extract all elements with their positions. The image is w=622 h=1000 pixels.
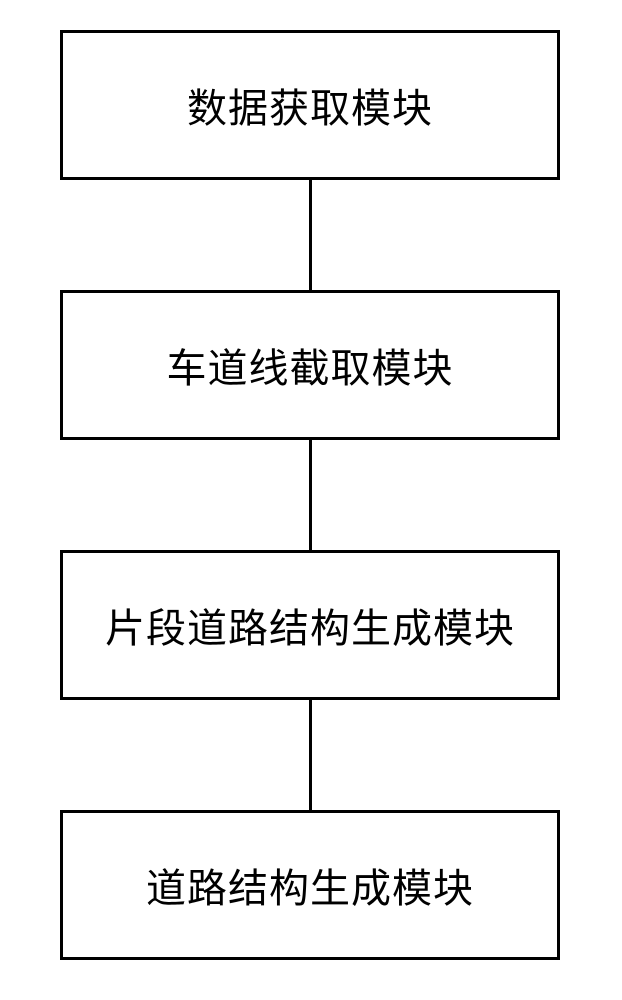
flow-node-label: 道路结构生成模块 — [146, 856, 474, 914]
flow-node-road-structure: 道路结构生成模块 — [60, 810, 560, 960]
flow-node-label: 车道线截取模块 — [167, 336, 454, 394]
flow-node-data-acquisition: 数据获取模块 — [60, 30, 560, 180]
flowchart-canvas: 数据获取模块 车道线截取模块 片段道路结构生成模块 道路结构生成模块 — [0, 0, 622, 1000]
flow-node-segment-road-structure: 片段道路结构生成模块 — [60, 550, 560, 700]
flow-edge — [309, 180, 312, 290]
flow-node-lane-segment: 车道线截取模块 — [60, 290, 560, 440]
flow-node-label: 数据获取模块 — [187, 76, 433, 134]
flow-edge — [309, 440, 312, 550]
flow-edge — [309, 700, 312, 810]
flow-node-label: 片段道路结构生成模块 — [105, 596, 515, 654]
